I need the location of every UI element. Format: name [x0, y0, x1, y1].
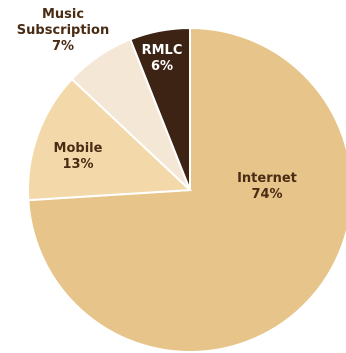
slice-label-mobile: Mobile 13% — [54, 141, 103, 172]
slice-label-rmlc: RMLC 6% — [142, 43, 183, 74]
pie-slice-mobile — [27, 77, 193, 202]
pie-labels: Internet 74% Mobile 13% Music Subscription 7% R… — [17, 7, 297, 202]
slice-label-internet: Internet 74% — [237, 171, 297, 202]
slice-label-music-subscription: Music Subscription 7% — [17, 7, 109, 54]
pie-slice-internet — [27, 26, 346, 353]
pie-slices — [27, 26, 346, 353]
pie-slice-rmlc — [129, 26, 191, 191]
